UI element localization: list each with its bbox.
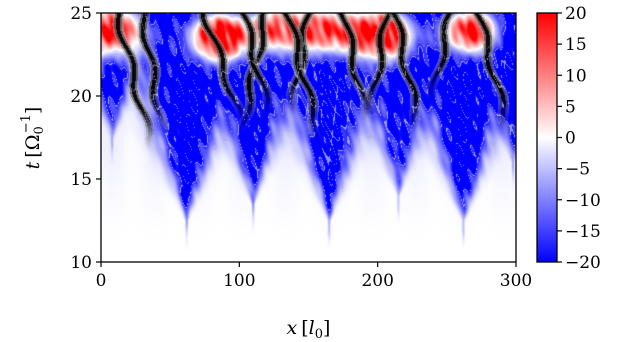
- colorbar-tick-label: 0: [565, 129, 576, 149]
- y-tick-label: 20: [70, 87, 92, 107]
- plot-area: [100, 12, 517, 263]
- colorbar-tick-label: −20: [565, 253, 601, 273]
- y-tick-label: 10: [70, 253, 92, 273]
- x-axis-label-var: x: [287, 317, 298, 339]
- heatmap-image-container: [101, 13, 516, 262]
- plot-frame: [100, 12, 517, 263]
- colorbar-tick-label: 20: [565, 4, 587, 24]
- colorbar-ticks: 20 15 10 5 0 −5 −10 −15 −20: [557, 4, 601, 273]
- y-tick-label: 25: [70, 4, 92, 24]
- x-axis-label-unit: l: [309, 317, 315, 339]
- x-tick-label: 0: [96, 271, 107, 291]
- y-axis-label-open: [: [22, 150, 44, 157]
- colorbar-tick-label: −10: [565, 191, 601, 211]
- y-axis-label-unit: Ω: [22, 135, 44, 151]
- y-tick-label: 15: [70, 170, 92, 190]
- x-axis-label-close: ]: [323, 317, 330, 339]
- heatmap-image: [101, 13, 516, 262]
- x-tick-label: 300: [500, 271, 532, 291]
- y-axis-label: t [Ω0−1]: [19, 107, 47, 170]
- colorbar-tick-label: 5: [565, 97, 576, 117]
- x-axis-label-open: [: [301, 317, 308, 339]
- y-axis-label-var: t: [22, 161, 44, 169]
- colorbar-tick-label: −15: [565, 222, 601, 242]
- y-axis-label-sup: −1: [19, 114, 34, 133]
- colorbar-tick-label: 10: [565, 66, 587, 86]
- colorbar-tick-label: 15: [565, 35, 587, 55]
- y-axis: 10 15 20 25: [70, 4, 101, 273]
- x-axis-label: x [l0]: [287, 317, 331, 342]
- x-tick-label: 100: [223, 271, 255, 291]
- colorbar-tick-label: −5: [565, 160, 590, 180]
- x-tick-label: 200: [361, 271, 393, 291]
- y-axis-label-close: ]: [22, 107, 44, 114]
- x-axis: 0 100 200 300: [96, 262, 532, 291]
- x-axis-label-sub: 0: [315, 327, 323, 342]
- y-axis-label-sub: 0: [32, 126, 47, 134]
- colorbar: [536, 12, 558, 263]
